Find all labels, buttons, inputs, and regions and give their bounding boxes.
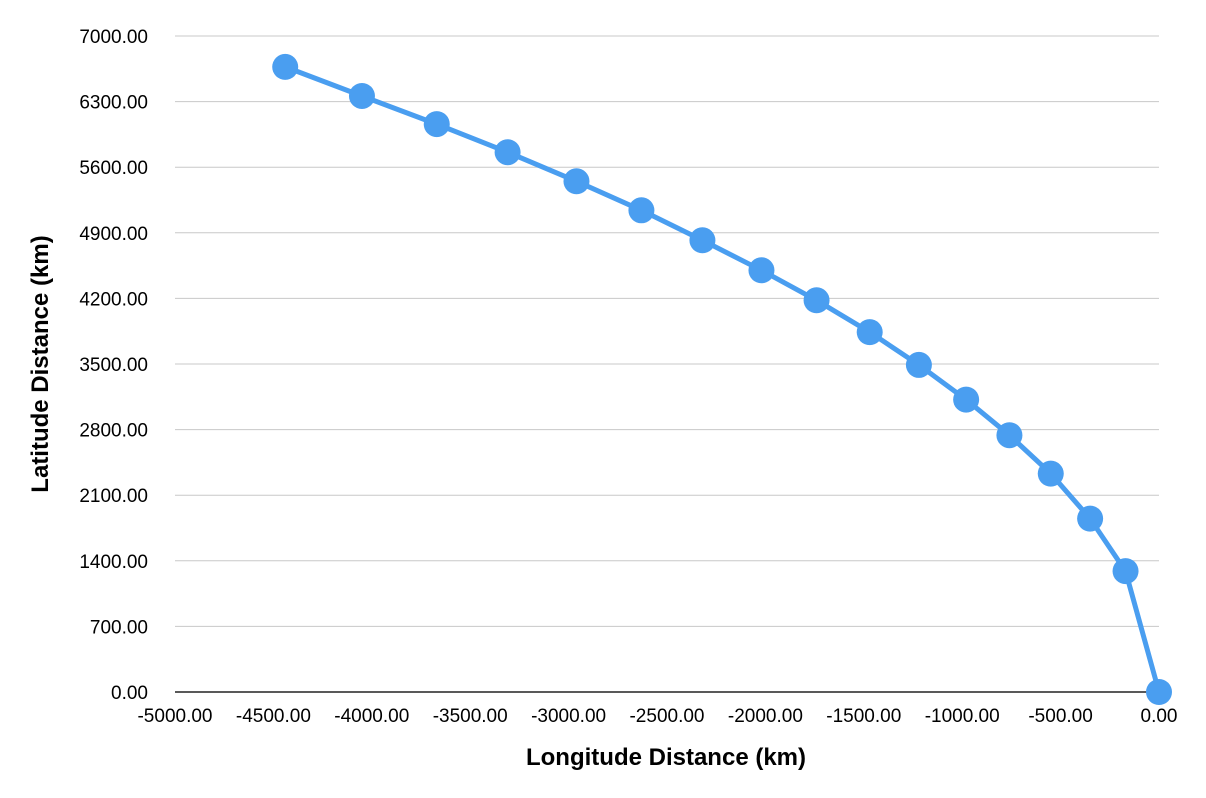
series-line-layer xyxy=(282,64,1162,695)
data-point xyxy=(953,386,980,413)
data-point xyxy=(494,139,521,166)
y-tick-label: 4900.00 xyxy=(79,224,148,245)
x-tick-label: -1500.00 xyxy=(826,706,901,727)
data-point xyxy=(1037,460,1064,487)
data-point xyxy=(905,351,932,378)
data-point xyxy=(1077,505,1104,532)
y-tick-label: 7000.00 xyxy=(79,27,148,48)
data-point xyxy=(628,197,655,224)
data-point xyxy=(748,257,775,284)
series-line xyxy=(282,64,1162,695)
tick-labels: 0.00 700.00 1400.00 2100.00 2800.00 3500.00 42… xyxy=(79,27,1177,727)
data-point xyxy=(1112,558,1139,585)
data-point xyxy=(563,168,590,195)
x-tick-label: -4000.00 xyxy=(334,706,409,727)
y-tick-label: 3500.00 xyxy=(79,355,148,376)
x-tick-label: -3500.00 xyxy=(433,706,508,727)
gridlines xyxy=(175,35,1159,627)
x-tick-label: -5000.00 xyxy=(137,706,212,727)
x-axis-title: Longitude Distance (km) xyxy=(526,744,806,771)
data-point xyxy=(996,422,1023,449)
x-tick-label: -500.00 xyxy=(1028,706,1092,727)
data-points xyxy=(272,53,1172,705)
data-point xyxy=(689,227,716,254)
x-tick-label: -2500.00 xyxy=(629,706,704,727)
x-tick-label: -1000.00 xyxy=(925,706,1000,727)
y-tick-label: 1400.00 xyxy=(79,552,148,573)
y-axis-title: Latitude Distance (km) xyxy=(27,235,54,492)
y-tick-label: 6300.00 xyxy=(79,93,148,114)
y-tick-label: 700.00 xyxy=(90,617,148,638)
y-tick-label: 2800.00 xyxy=(79,421,148,442)
data-point xyxy=(348,82,375,109)
data-point xyxy=(423,111,450,138)
data-point xyxy=(856,319,883,346)
y-tick-label: 4200.00 xyxy=(79,289,148,310)
x-tick-label: -3000.00 xyxy=(531,706,606,727)
data-point xyxy=(1146,679,1172,705)
x-tick-label: -2000.00 xyxy=(728,706,803,727)
y-tick-label: 0.00 xyxy=(111,683,148,704)
data-point xyxy=(272,53,299,80)
y-tick-label: 5600.00 xyxy=(79,158,148,179)
x-tick-label: 0.00 xyxy=(1141,706,1178,727)
x-tick-label: -4500.00 xyxy=(236,706,311,727)
y-tick-label: 2100.00 xyxy=(79,486,148,507)
data-point xyxy=(803,287,830,314)
